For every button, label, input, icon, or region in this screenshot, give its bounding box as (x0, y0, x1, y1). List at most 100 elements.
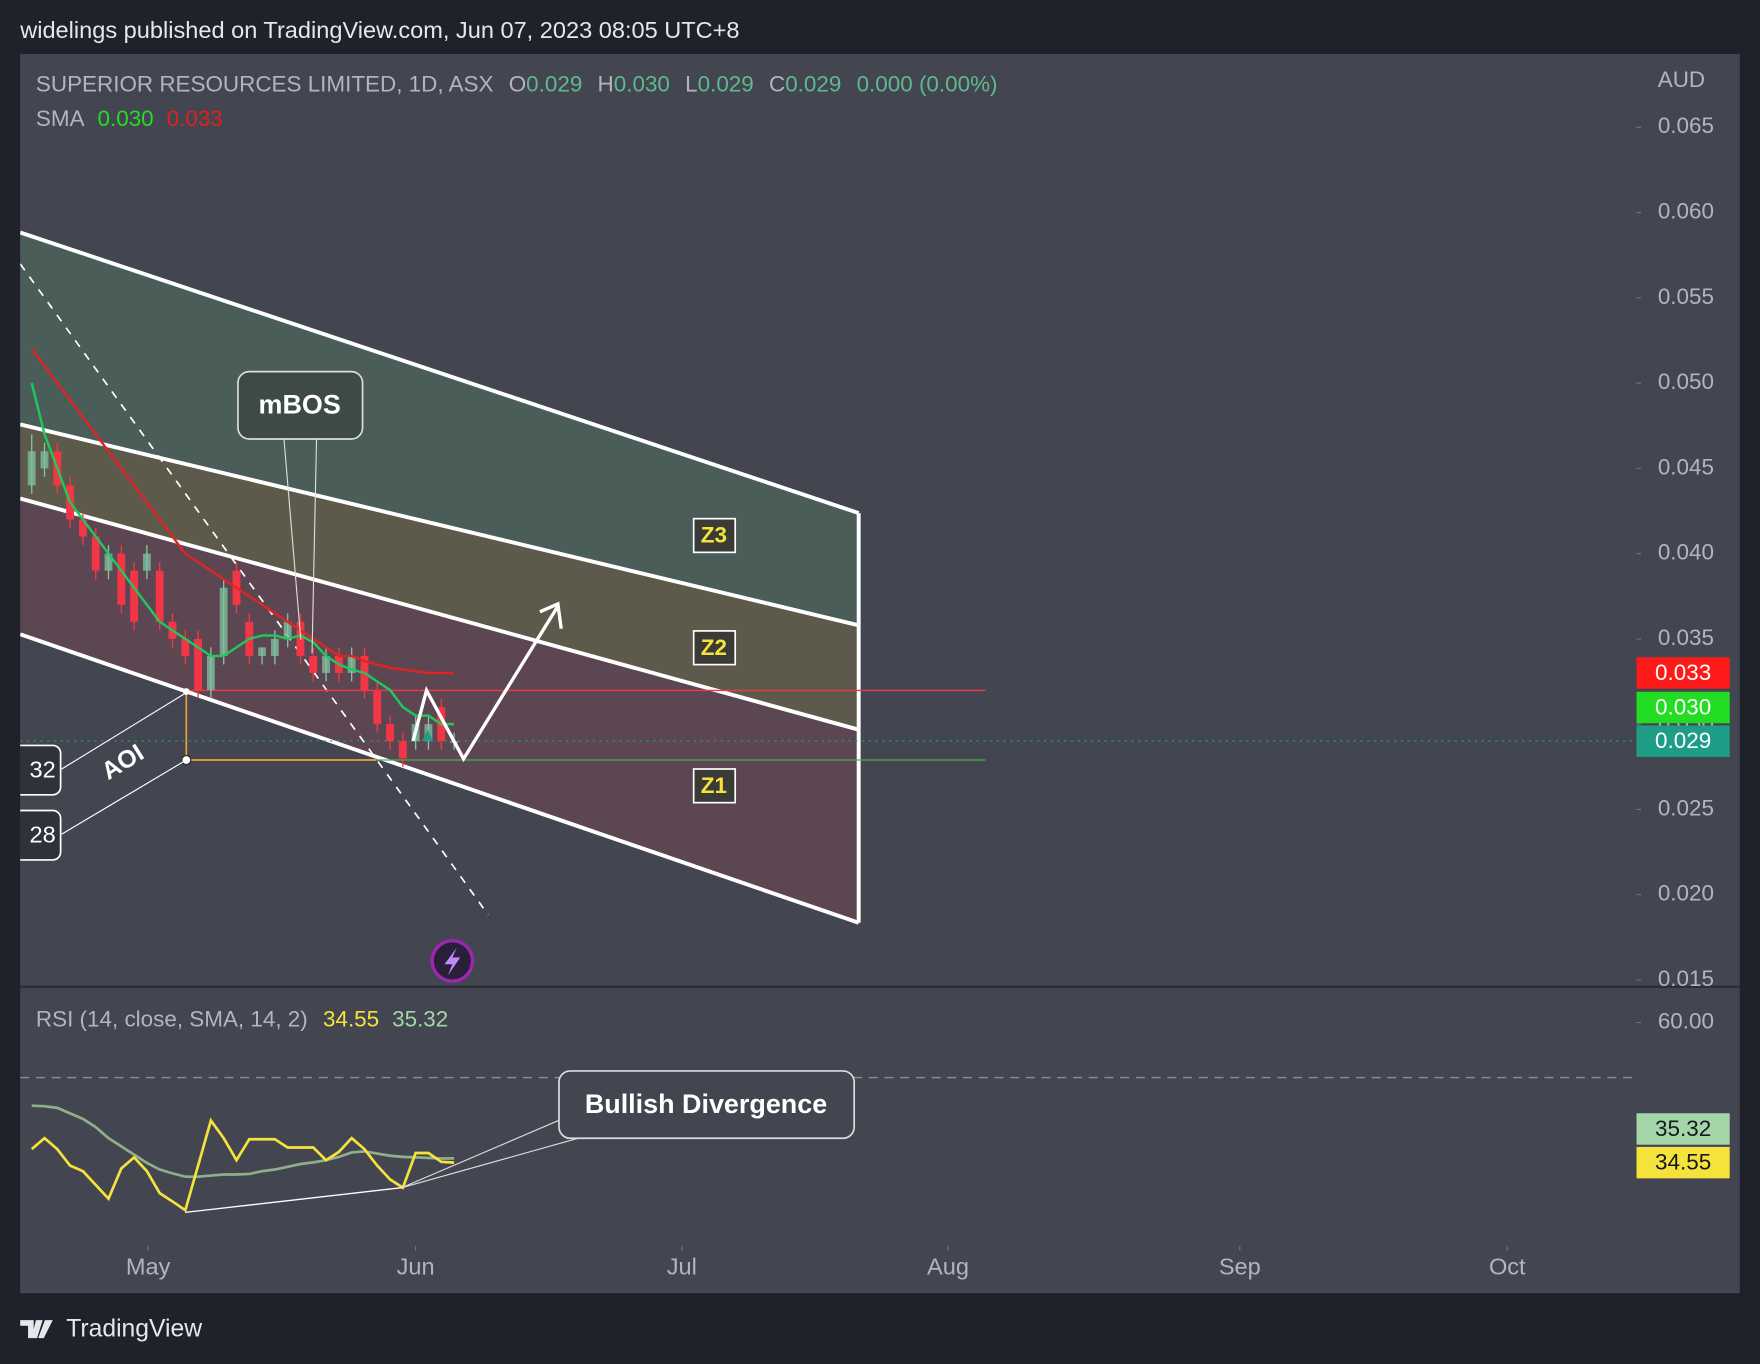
price-label-box (1636, 691, 1730, 724)
candle-body (130, 570, 139, 622)
y-tick-label: 0.060 (1658, 198, 1714, 223)
level-label: 32 (30, 756, 56, 782)
divergence-callout: Bullish Divergence (185, 1070, 856, 1214)
callout-pointer (311, 438, 318, 654)
footer-text: TradingView (66, 1316, 202, 1343)
divergence-line (185, 1186, 402, 1214)
rsi-line (30, 1117, 455, 1213)
sma-lines (30, 348, 455, 726)
callout-pointer (401, 1119, 560, 1189)
price-label: 0.029 (1655, 728, 1711, 753)
symbol: SUPERIOR RESOURCES LIMITED, 1D, ASX (36, 71, 494, 96)
candle-body (104, 553, 113, 571)
zone-labels: Z3 Z2 Z1 (692, 517, 737, 804)
legend-value: 0.029 (785, 71, 841, 96)
legend-value: 0.029 (698, 71, 754, 96)
sma-line (30, 348, 455, 675)
callout-text: mBOS (259, 390, 341, 420)
legend-key: H (598, 71, 614, 96)
mbos-callout: mBOS (237, 370, 364, 654)
x-tick-label: May (126, 1254, 171, 1280)
zone-label: Z3 (701, 523, 727, 548)
event-icon[interactable] (430, 939, 475, 983)
x-tick-label: Aug (927, 1254, 969, 1280)
y-tick-label: 0.015 (1658, 966, 1714, 991)
header: widelings published on TradingView.com, … (19, 17, 739, 43)
price-label-box (1636, 657, 1730, 689)
label-box (20, 744, 62, 796)
projection-arrowhead (539, 601, 563, 629)
legend-change: 0.000 (0.00%) (857, 71, 998, 96)
y-tick-label: 60.00 (1658, 1008, 1714, 1033)
channel-line (20, 230, 860, 515)
callout-box (558, 1070, 856, 1140)
rsi-legend: RSI (14, close, SMA, 14, 2) 34.55 35.32 (36, 1006, 448, 1031)
callout-pointer (61, 692, 187, 770)
candle-body (283, 621, 292, 639)
candle-body (91, 536, 100, 571)
price-label-box (1636, 725, 1730, 757)
legend-key: SMA (36, 106, 85, 131)
legend-value: 34.55 (323, 1006, 379, 1031)
legend: SUPERIOR RESOURCES LIMITED, 1D, ASX O0.0… (36, 71, 998, 96)
candle-body (373, 690, 382, 725)
candle-body (155, 570, 164, 622)
rsi-axis: 60.00 (1636, 1008, 1714, 1033)
y-tick-label: 0.055 (1658, 284, 1714, 309)
rsi-title: RSI (14, close, SMA, 14, 2) (36, 1006, 308, 1031)
candle-body (219, 587, 228, 656)
y-tick-label: 0.035 (1658, 625, 1714, 650)
zone-label: Z1 (701, 773, 727, 798)
zone-z3 (20, 232, 859, 626)
candle-body (322, 655, 330, 673)
candle-body (258, 647, 267, 656)
rsi-line (31, 1104, 455, 1179)
price-label: 34.55 (1655, 1150, 1711, 1175)
price-label-box (1636, 1113, 1730, 1145)
callout-text: Bullish Divergence (585, 1089, 827, 1119)
price-label: 35.32 (1655, 1116, 1711, 1141)
price-label-box (1636, 1146, 1730, 1179)
legend-key: C (769, 71, 785, 96)
candle-body (206, 655, 215, 691)
price-label: 0.033 (1655, 660, 1711, 685)
zone-z2 (20, 424, 859, 730)
y-tick-label: 0.025 (1658, 795, 1714, 820)
price-label: 0.030 (1655, 695, 1711, 720)
level-label: 28 (30, 822, 56, 848)
label-box (692, 517, 737, 554)
y-tick-label: 0.020 (1658, 881, 1714, 906)
main-pane: Z3 Z2 Z1 mBOS AOI 32 28 (20, 230, 1637, 983)
x-tick-label: Sep (1219, 1254, 1261, 1280)
currency: AUD (1658, 67, 1705, 92)
candle-body (181, 638, 190, 656)
label-box (692, 768, 737, 804)
candle-body (194, 638, 203, 691)
callout-pointer (283, 438, 302, 640)
legend-value: 35.32 (392, 1006, 448, 1031)
candle-body (386, 724, 394, 742)
y-tick-label: 0.065 (1658, 113, 1714, 138)
candle-body (142, 553, 151, 571)
sma-legend: SMA 0.030 0.033 (36, 106, 223, 131)
x-tick-label: Jun (397, 1254, 435, 1280)
legend-value: 0.033 (167, 106, 223, 131)
candle-body (270, 638, 279, 656)
candle-body (398, 741, 407, 759)
x-tick-label: Oct (1489, 1254, 1526, 1280)
event-icon-bolt[interactable] (444, 947, 461, 976)
legend-key: L (685, 71, 697, 96)
x-tick-label: Jul (667, 1254, 697, 1280)
channel-line (20, 632, 860, 925)
time-axis: May Jun Jul Aug Sep Oct (126, 1246, 1526, 1280)
y-tick-label: 0.045 (1658, 454, 1714, 479)
marker (422, 729, 434, 741)
logo (20, 1320, 53, 1339)
candle-body (347, 655, 356, 673)
zone-label: Z2 (701, 635, 727, 660)
label-box (20, 809, 62, 861)
legend-value: 0.030 (614, 71, 670, 96)
callout-pointer (401, 1137, 579, 1189)
